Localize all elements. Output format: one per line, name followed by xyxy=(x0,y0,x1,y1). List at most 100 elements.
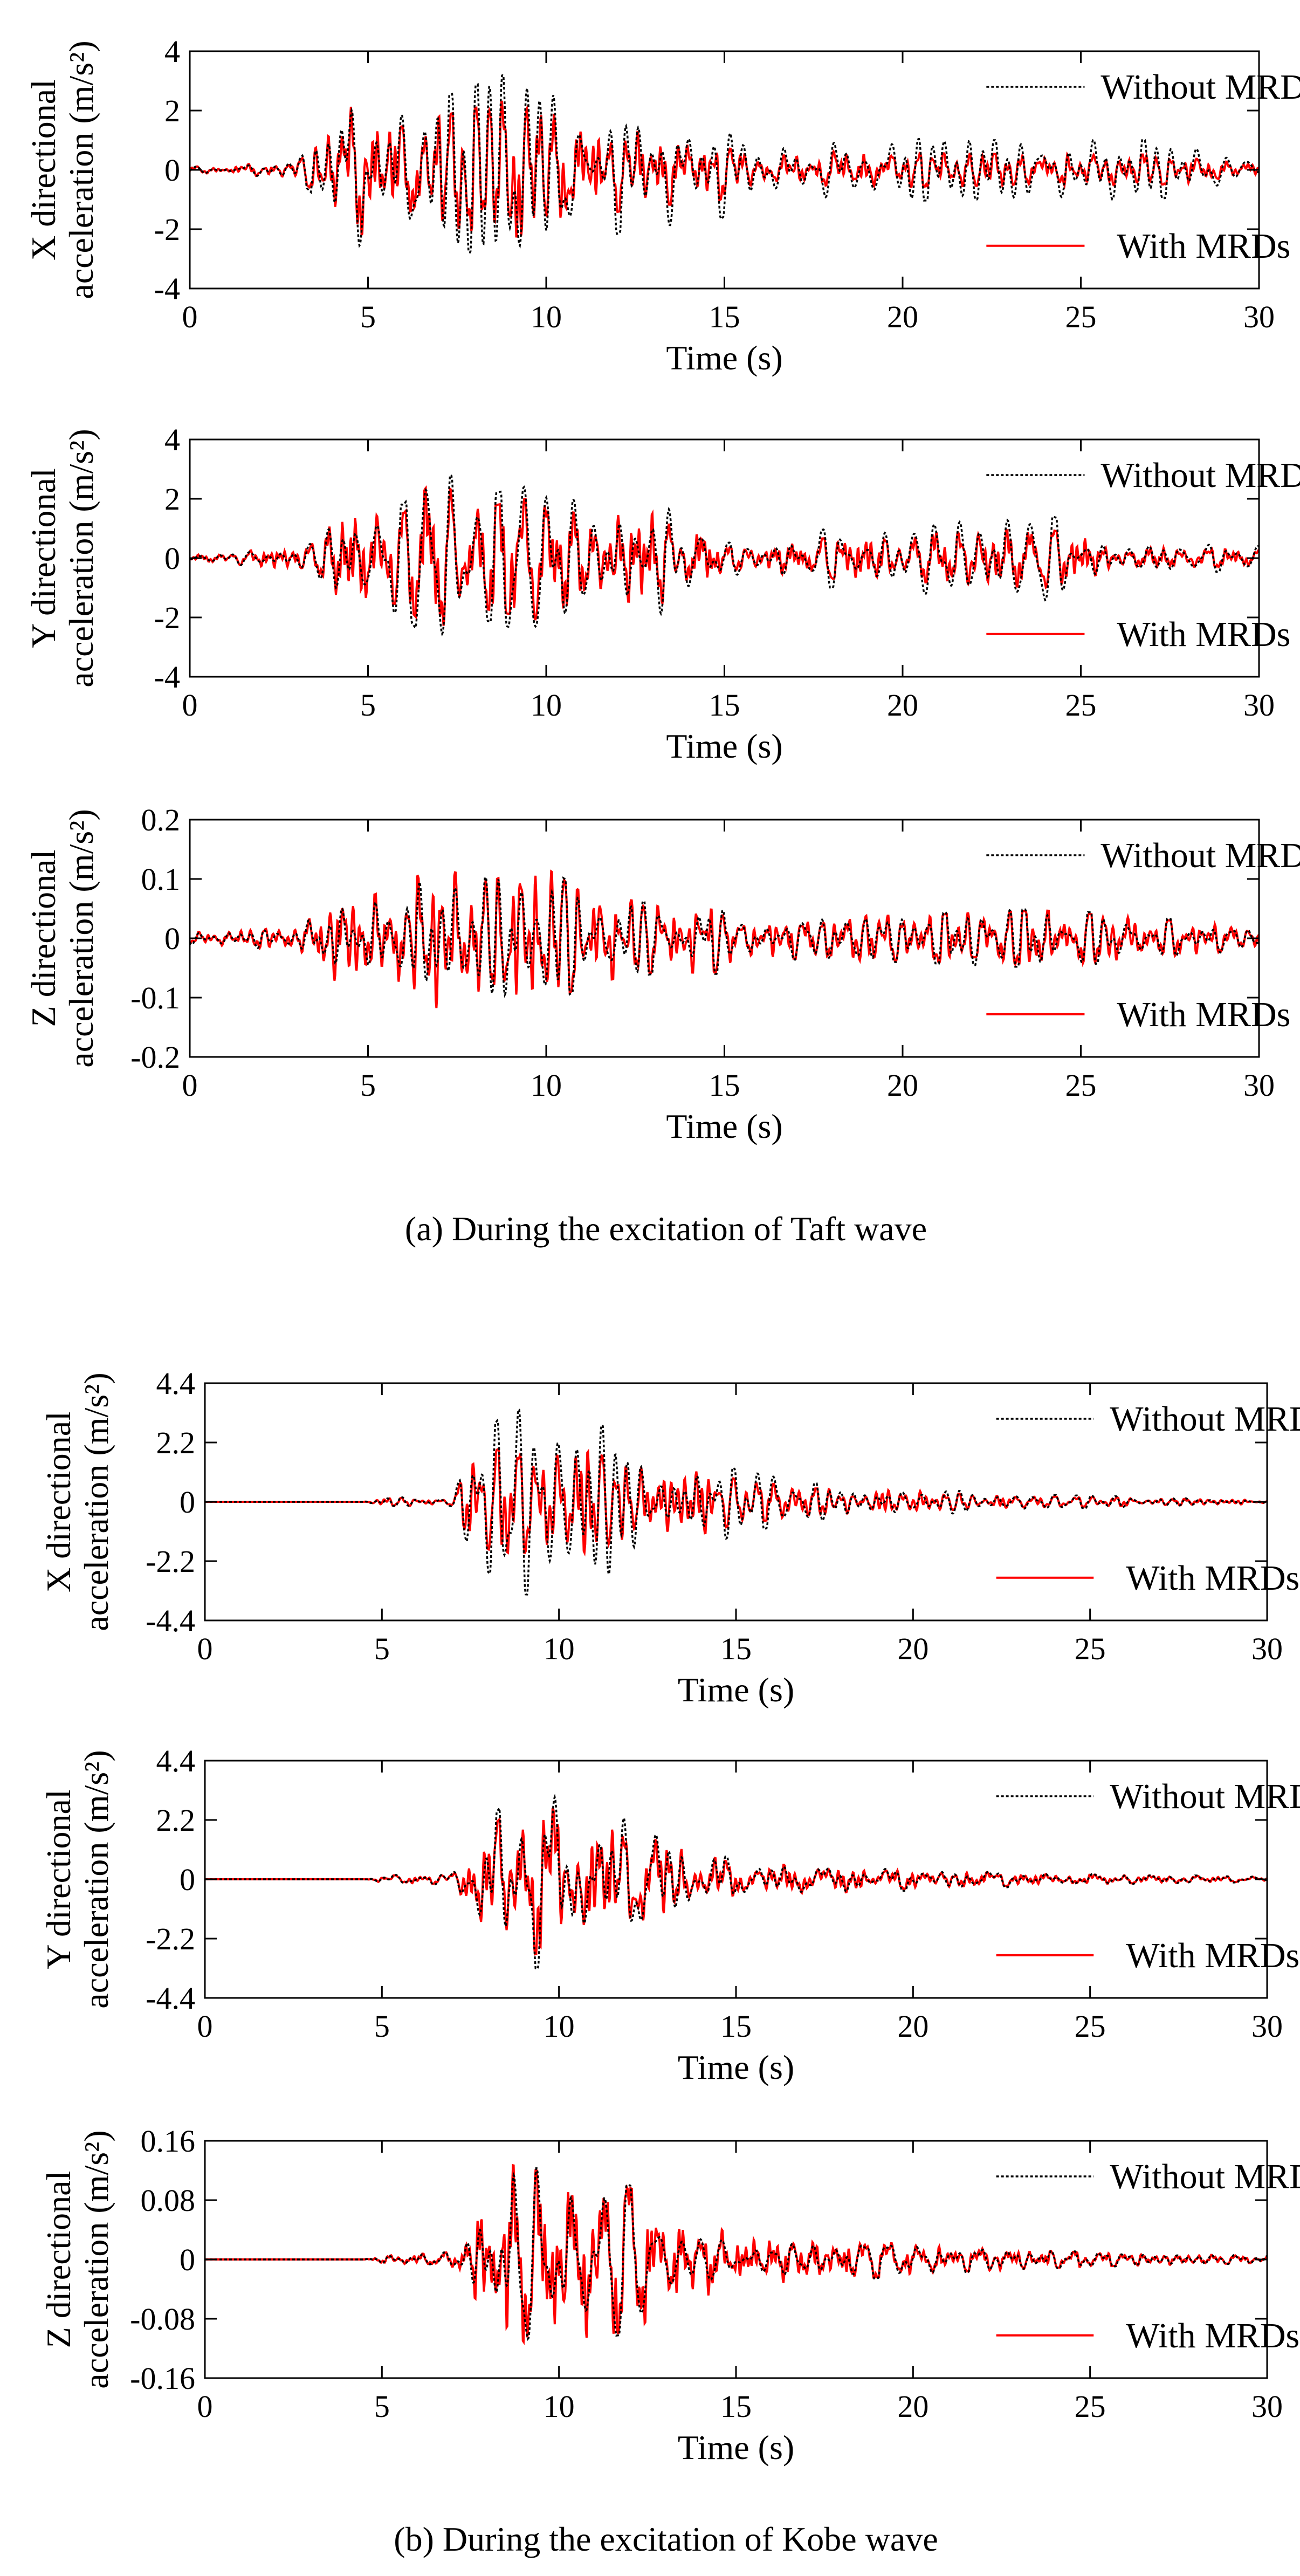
chart-kobe-x-xtick-label-6: 30 xyxy=(1251,1631,1283,1666)
chart-kobe-z-xtick-label-1: 5 xyxy=(374,2389,390,2424)
chart-taft-z-series-without-mrds xyxy=(190,876,1259,998)
chart-taft-y-xtick-label-3: 15 xyxy=(709,688,740,723)
chart-taft-z-ytick-label-2: 0 xyxy=(164,921,180,956)
chart-taft-x-xtick-label-4: 20 xyxy=(887,299,918,334)
chart-kobe-z-ytick-label-3: 0.08 xyxy=(141,2183,196,2218)
chart-kobe-z-xtick-label-5: 25 xyxy=(1075,2389,1106,2424)
chart-taft-z-xtick-label-2: 10 xyxy=(531,1068,562,1103)
chart-taft-x: 0 5 10 15 20 25 30 -4 -2 0 2 4 Time (s) X directional… xyxy=(24,34,1300,377)
chart-taft-z-ylabel-line2: acceleration (m/s²) xyxy=(62,809,100,1067)
chart-kobe-z-ytick-label-1: -0.08 xyxy=(130,2302,195,2337)
chart-kobe-y-ylabel-line1: Y directional xyxy=(39,1789,78,1969)
chart-taft-y-xtick-label-2: 10 xyxy=(531,688,562,723)
chart-kobe-y-ytick-label-3: 2.2 xyxy=(156,1803,196,1838)
chart-taft-x-ytick-label-0: -4 xyxy=(154,271,180,306)
chart-taft-x-ytick-label-1: -2 xyxy=(154,212,180,247)
chart-kobe-y-legend-label-with: With MRDs xyxy=(1126,1936,1299,1975)
chart-taft-x-legend-label-with: With MRDs xyxy=(1117,226,1290,266)
chart-kobe-y-ytick-label-1: -2.2 xyxy=(146,1921,195,1956)
chart-kobe-y-xtick-label-4: 20 xyxy=(897,2009,928,2044)
chart-kobe-z-ytick-label-2: 0 xyxy=(180,2242,195,2277)
chart-kobe-y-series-with-mrds xyxy=(205,1808,1267,1956)
chart-taft-y-xtick-label-1: 5 xyxy=(360,688,376,723)
chart-taft-x-ytick-label-4: 4 xyxy=(164,34,180,69)
chart-kobe-y-ytick-label-4: 4.4 xyxy=(156,1743,196,1778)
chart-taft-y-ytick-label-4: 4 xyxy=(164,422,180,457)
chart-taft-x-xtick-label-5: 25 xyxy=(1065,299,1097,334)
chart-kobe-z-ylabel-line1: Z directional xyxy=(39,2171,78,2348)
chart-kobe-x-xtick-label-3: 15 xyxy=(720,1631,752,1666)
chart-kobe-x-ytick-label-4: 4.4 xyxy=(156,1366,196,1401)
chart-kobe-y-xtick-label-1: 5 xyxy=(374,2009,390,2044)
chart-kobe-x-legend-label-with: With MRDs xyxy=(1126,1558,1299,1598)
chart-taft-y-xtick-label-6: 30 xyxy=(1243,688,1275,723)
chart-taft-z-xtick-label-5: 25 xyxy=(1065,1068,1097,1103)
chart-taft-z-ytick-label-1: -0.1 xyxy=(130,980,180,1015)
chart-taft-z-series-with-mrds xyxy=(190,869,1259,1008)
chart-kobe-x-xtick-label-5: 25 xyxy=(1075,1631,1106,1666)
chart-kobe-x-legend-label-without: Without MRDs xyxy=(1110,1399,1300,1439)
chart-taft-z-ytick-label-3: 0.1 xyxy=(141,862,181,897)
chart-taft-x-xtick-label-3: 15 xyxy=(709,299,740,334)
chart-taft-z-xtick-label-1: 5 xyxy=(360,1068,376,1103)
chart-kobe-z-ytick-label-4: 0.16 xyxy=(141,2124,196,2159)
chart-taft-y-xtick-label-4: 20 xyxy=(887,688,918,723)
chart-taft-x-xtick-label-0: 0 xyxy=(182,299,198,334)
chart-kobe-y-xlabel: Time (s) xyxy=(678,2048,794,2086)
chart-kobe-x-ytick-label-2: 0 xyxy=(180,1485,195,1520)
chart-kobe-y: 0 5 10 15 20 25 30 -4.4 -2.2 0 2.2 4.4 Time (s) Y dir… xyxy=(39,1743,1300,2086)
chart-kobe-y-xtick-label-3: 15 xyxy=(720,2009,752,2044)
chart-taft-z-xtick-label-3: 15 xyxy=(709,1068,740,1103)
chart-taft-x-xtick-label-1: 5 xyxy=(360,299,376,334)
chart-kobe-z-xtick-label-3: 15 xyxy=(720,2389,752,2424)
chart-kobe-x-series-with-mrds xyxy=(205,1447,1267,1557)
chart-taft-z-ytick-label-0: -0.2 xyxy=(130,1040,180,1075)
chart-taft-y-ytick-label-1: -2 xyxy=(154,600,180,635)
chart-kobe-z-legend-label-without: Without MRDs xyxy=(1110,2157,1300,2196)
chart-kobe-y-ytick-label-0: -4.4 xyxy=(146,1981,195,2016)
chart-kobe-x-ytick-label-3: 2.2 xyxy=(156,1425,196,1460)
caption-b: (b) During the excitation of Kobe wave xyxy=(394,2520,938,2558)
chart-taft-y-xtick-label-5: 25 xyxy=(1065,688,1097,723)
chart-kobe-x-series-without-mrds xyxy=(205,1408,1267,1596)
chart-kobe-x-ytick-label-0: -4.4 xyxy=(146,1603,195,1638)
chart-kobe-z-ytick-label-0: -0.16 xyxy=(130,2361,195,2396)
chart-taft-z-xlabel: Time (s) xyxy=(666,1107,782,1145)
chart-kobe-z-ylabel-line2: acceleration (m/s²) xyxy=(77,2130,115,2388)
caption-a: (a) During the excitation of Taft wave xyxy=(405,1210,927,1248)
chart-kobe-x-xtick-label-4: 20 xyxy=(897,1631,928,1666)
chart-kobe-x: 0 5 10 15 20 25 30 -4.4 -2.2 0 2.2 4.4 Time (s) X dir… xyxy=(39,1366,1300,1709)
chart-taft-y-xtick-label-0: 0 xyxy=(182,688,198,723)
chart-kobe-z-series-with-mrds xyxy=(205,2163,1267,2345)
chart-taft-x-series-without-mrds xyxy=(190,74,1259,254)
chart-kobe-z-xtick-label-2: 10 xyxy=(544,2389,575,2424)
chart-taft-z-legend-label-without: Without MRDs xyxy=(1100,836,1300,875)
chart-kobe-z: 0 5 10 15 20 25 30 -0.16 -0.08 0 0.08 0.16 Time (s) Z… xyxy=(39,2124,1300,2467)
chart-kobe-x-ytick-label-1: -2.2 xyxy=(146,1544,195,1579)
chart-kobe-z-xlabel: Time (s) xyxy=(678,2428,794,2467)
chart-taft-x-xtick-label-6: 30 xyxy=(1243,299,1275,334)
chart-taft-y-xlabel: Time (s) xyxy=(666,727,782,765)
chart-taft-x-series-with-mrds xyxy=(190,100,1259,238)
chart-kobe-z-xtick-label-6: 30 xyxy=(1251,2389,1283,2424)
chart-taft-z-ytick-label-4: 0.2 xyxy=(141,802,181,837)
chart-kobe-x-ylabel-line2: acceleration (m/s²) xyxy=(77,1372,115,1631)
chart-kobe-z-xtick-label-0: 0 xyxy=(197,2389,213,2424)
chart-kobe-z-xtick-label-4: 20 xyxy=(897,2389,928,2424)
chart-kobe-y-xtick-label-5: 25 xyxy=(1075,2009,1106,2044)
chart-kobe-y-ytick-label-2: 0 xyxy=(180,1862,195,1897)
chart-taft-y-ytick-label-0: -4 xyxy=(154,660,180,695)
chart-taft-x-xlabel: Time (s) xyxy=(666,339,782,377)
chart-taft-z-ylabel-line1: Z directional xyxy=(24,850,63,1027)
chart-taft-z: 0 5 10 15 20 25 30 -0.2 -0.1 0 0.1 0.2 Time (s) Z dir… xyxy=(24,802,1300,1145)
chart-taft-y-legend-label-without: Without MRDs xyxy=(1100,456,1300,495)
chart-taft-y-legend-label-with: With MRDs xyxy=(1117,615,1290,654)
chart-taft-x-xtick-label-2: 10 xyxy=(531,299,562,334)
chart-taft-y-ytick-label-3: 2 xyxy=(164,482,180,517)
chart-kobe-y-xtick-label-2: 10 xyxy=(544,2009,575,2044)
chart-kobe-x-xtick-label-2: 10 xyxy=(544,1631,575,1666)
chart-kobe-y-xtick-label-6: 30 xyxy=(1251,2009,1283,2044)
chart-kobe-z-legend-label-with: With MRDs xyxy=(1126,2316,1299,2355)
chart-taft-x-ytick-label-3: 2 xyxy=(164,93,180,128)
